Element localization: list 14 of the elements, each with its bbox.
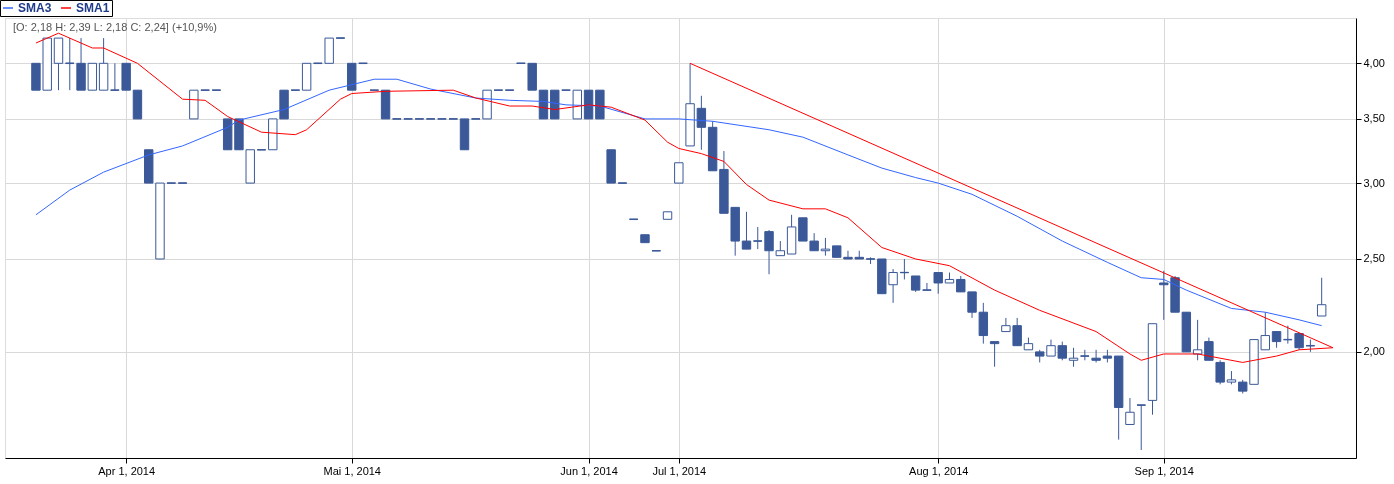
- y-tick-label: 2,00: [1363, 345, 1385, 358]
- y-tick-label: 3,00: [1363, 176, 1385, 189]
- y-tick-label: 4,00: [1363, 56, 1385, 69]
- annotation: [O: 2,18 H: 2,39 L: 2,18 C: 2,24] (+10,9%): [13, 21, 217, 33]
- x-tick-label: Jul 1, 2014: [652, 464, 707, 477]
- y-tick-label: 3,50: [1363, 112, 1385, 125]
- x-tick-label: Aug 1, 2014: [909, 464, 969, 477]
- y-tick-label: 2,50: [1363, 252, 1385, 265]
- legend-label: SMA1: [76, 1, 110, 15]
- x-tick-label: Apr 1, 2014: [98, 464, 156, 477]
- x-tick-label: Sep 1, 2014: [1134, 464, 1194, 477]
- x-tick-label: Jun 1, 2014: [560, 464, 618, 477]
- legend-label: SMA3: [18, 1, 52, 15]
- x-tick-label: Mai 1, 2014: [323, 464, 381, 477]
